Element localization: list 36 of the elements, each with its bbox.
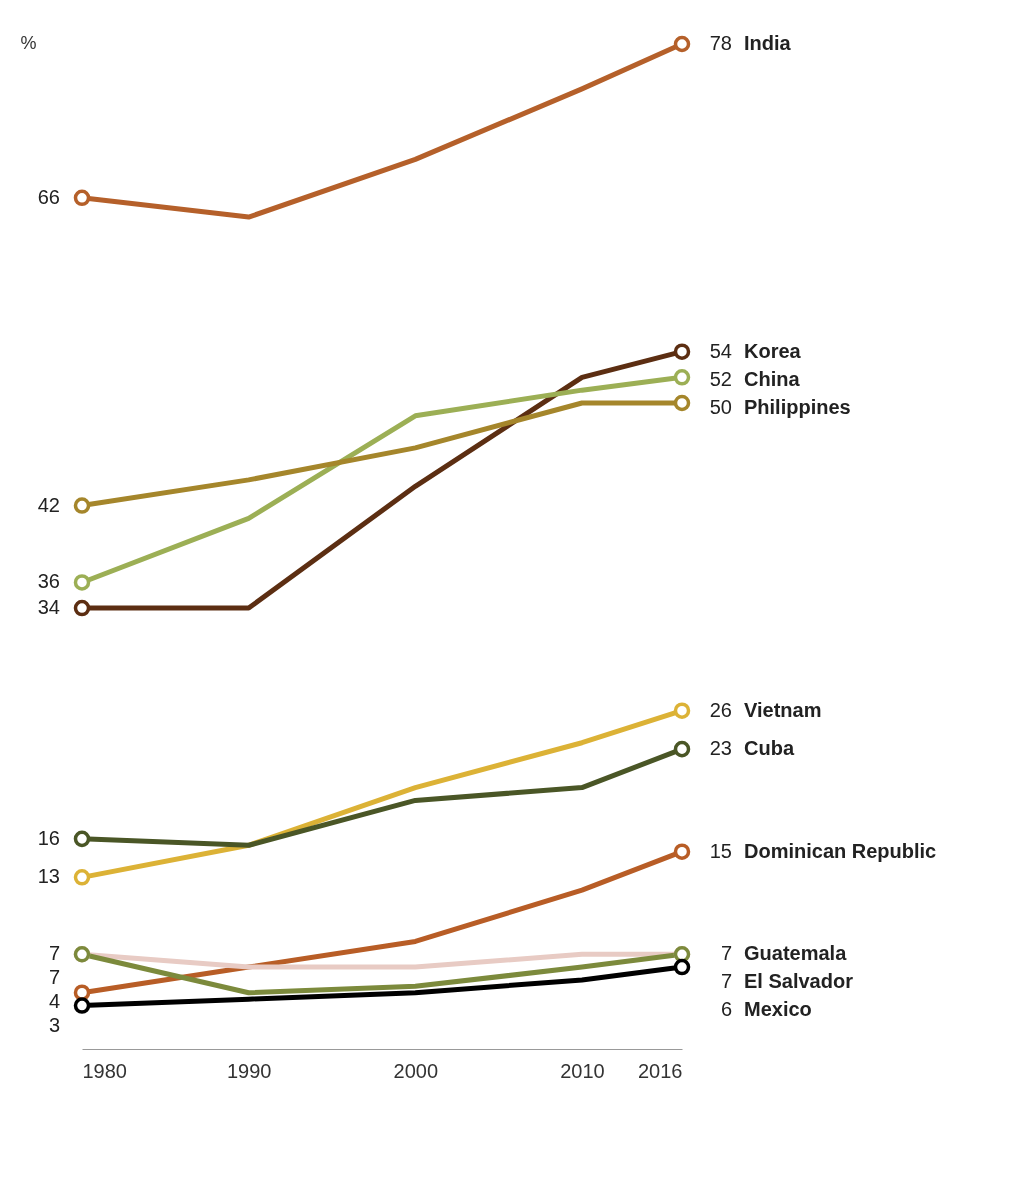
text: El Salvador <box>744 970 854 993</box>
data-label: 16 <box>37 826 60 849</box>
data-label: 15 <box>709 839 732 862</box>
data-label: 7 <box>720 942 732 965</box>
data-label: 4 <box>48 990 60 1013</box>
y-axis-title: % <box>20 32 37 53</box>
text: Vietnam <box>744 698 822 721</box>
text: Cuba <box>744 737 795 760</box>
data-label: 26 <box>709 698 732 721</box>
data-label: 7 <box>48 966 60 989</box>
data-label: 42 <box>37 493 60 516</box>
data-label: 23 <box>709 737 732 760</box>
x-tick-label: 2016 <box>638 1059 683 1082</box>
data-label: 52 <box>709 367 732 390</box>
text: Guatemala <box>744 942 848 965</box>
x-tick-label: 1980 <box>82 1059 127 1082</box>
data-label: 34 <box>37 596 60 619</box>
x-tick-label: 1990 <box>226 1059 272 1082</box>
text: Philippines <box>744 395 851 418</box>
data-label: 50 <box>709 395 732 418</box>
data-label: 36 <box>37 570 60 593</box>
data-label: 3 <box>48 1014 60 1037</box>
text: India <box>744 32 792 54</box>
data-label: 13 <box>37 865 60 888</box>
data-label: 54 <box>709 339 732 362</box>
data-label: 7 <box>720 970 732 993</box>
x-tick-label: 2000 <box>393 1059 439 1082</box>
text: Dominican Republic <box>744 839 937 862</box>
text: China <box>744 367 801 390</box>
text: Mexico <box>744 998 812 1021</box>
data-label: 78 <box>709 32 732 54</box>
data-label: 7 <box>48 942 60 965</box>
data-label: 6 <box>720 998 732 1021</box>
data-label: 66 <box>37 185 60 208</box>
text: Korea <box>744 339 802 362</box>
x-tick-label: 2010 <box>560 1059 605 1082</box>
